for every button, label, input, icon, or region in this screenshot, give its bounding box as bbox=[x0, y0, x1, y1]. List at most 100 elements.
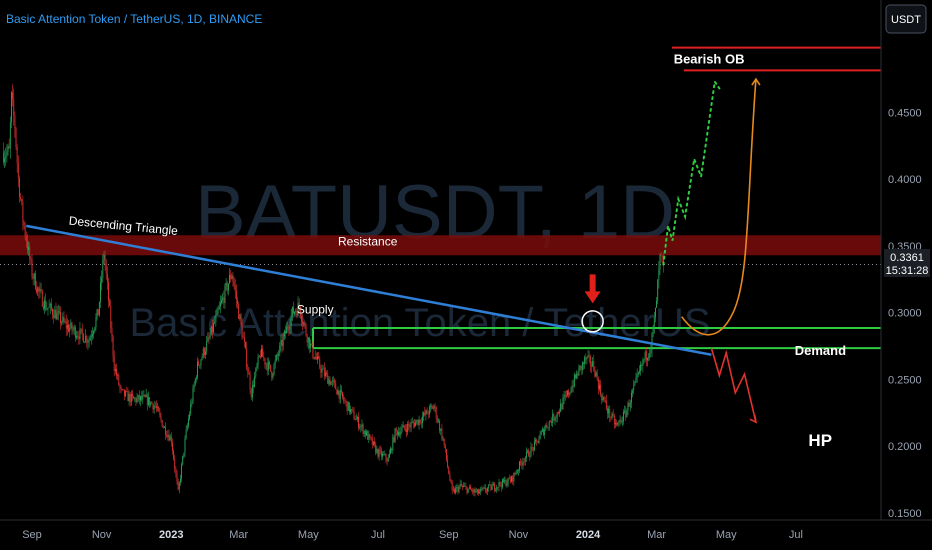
candle-body bbox=[273, 364, 275, 375]
candle bbox=[332, 376, 334, 386]
candle bbox=[617, 422, 619, 427]
annotation-label: Resistance bbox=[338, 234, 398, 248]
candle bbox=[588, 350, 590, 363]
currency-button[interactable]: USDT bbox=[885, 4, 927, 34]
candle bbox=[350, 405, 352, 415]
candle-body bbox=[197, 361, 199, 378]
candle bbox=[93, 329, 95, 339]
candle-body bbox=[602, 397, 604, 401]
candle-body bbox=[151, 402, 153, 404]
candle-body bbox=[610, 417, 612, 419]
candle-body bbox=[442, 438, 444, 440]
candle-body bbox=[153, 405, 155, 410]
candle-body bbox=[34, 273, 36, 290]
candle-body bbox=[452, 489, 454, 491]
candle bbox=[253, 378, 254, 394]
candle bbox=[452, 485, 454, 492]
candle bbox=[652, 324, 654, 338]
candle-body bbox=[324, 372, 326, 376]
candle bbox=[239, 313, 241, 321]
candle bbox=[170, 432, 172, 447]
candle-body bbox=[279, 344, 281, 354]
candle bbox=[295, 308, 297, 315]
candle-body bbox=[253, 384, 254, 387]
candle-body bbox=[182, 455, 184, 465]
candle bbox=[190, 399, 192, 416]
candle-body bbox=[617, 422, 619, 425]
time-tick-label: May bbox=[716, 529, 737, 541]
candle bbox=[564, 390, 566, 401]
candle bbox=[368, 430, 370, 444]
candle bbox=[581, 361, 583, 375]
candle-body bbox=[578, 367, 580, 376]
candle bbox=[48, 299, 50, 309]
candle-body bbox=[166, 434, 168, 437]
candle bbox=[448, 465, 450, 475]
candle bbox=[500, 481, 502, 492]
candle bbox=[543, 427, 544, 437]
candle bbox=[112, 334, 114, 362]
candle-body bbox=[31, 259, 33, 277]
candle bbox=[460, 480, 462, 487]
candle-body bbox=[457, 486, 459, 492]
price-tick-label: 0.2000 bbox=[888, 441, 922, 453]
candle bbox=[451, 479, 453, 494]
candle-body bbox=[245, 341, 246, 349]
candle-body bbox=[393, 437, 395, 442]
candle bbox=[159, 407, 161, 418]
candle-body bbox=[367, 431, 369, 440]
candle-body bbox=[368, 434, 370, 440]
candle-body bbox=[503, 479, 505, 483]
candle bbox=[386, 457, 388, 466]
candle bbox=[411, 417, 413, 424]
candle bbox=[572, 379, 574, 393]
candle bbox=[250, 387, 252, 400]
candle bbox=[591, 361, 592, 374]
candle-body bbox=[529, 456, 531, 457]
candle bbox=[57, 304, 59, 321]
candle-body bbox=[294, 311, 296, 314]
candle bbox=[447, 454, 449, 469]
candle bbox=[593, 354, 595, 372]
candle bbox=[102, 254, 104, 283]
candle bbox=[157, 402, 159, 412]
candle-body bbox=[170, 436, 172, 443]
candle-body bbox=[360, 426, 362, 428]
candle-body bbox=[171, 442, 173, 451]
time-axis[interactable]: Sep Nov 2023 Mar May Jul Sep Nov 2024 Mar May Jul bbox=[0, 519, 932, 541]
candle-body bbox=[48, 306, 50, 308]
candle bbox=[612, 409, 614, 418]
candle bbox=[283, 329, 285, 341]
candle-body bbox=[658, 269, 660, 281]
candle-body bbox=[303, 323, 305, 324]
candle-body bbox=[127, 391, 129, 402]
candle-body bbox=[287, 326, 289, 329]
candle-body bbox=[587, 355, 589, 357]
candle bbox=[548, 420, 550, 431]
candle bbox=[388, 449, 390, 458]
currency-button-frame[interactable] bbox=[885, 4, 927, 34]
candle-body bbox=[129, 394, 131, 403]
candle bbox=[412, 419, 414, 429]
candle-body bbox=[588, 355, 590, 357]
candle bbox=[477, 488, 479, 496]
candle-body bbox=[202, 348, 204, 357]
candle-body bbox=[21, 199, 23, 202]
candle-body bbox=[545, 424, 547, 430]
candle bbox=[319, 355, 321, 370]
candle bbox=[70, 319, 72, 330]
candle-body bbox=[186, 425, 188, 430]
candle bbox=[351, 408, 353, 415]
candle bbox=[587, 349, 589, 359]
currency-button-label[interactable]: USDT bbox=[891, 14, 921, 26]
candle bbox=[656, 297, 658, 308]
candle-body bbox=[553, 413, 555, 421]
candle-body bbox=[458, 486, 460, 492]
candle-body bbox=[572, 385, 574, 387]
candle bbox=[41, 289, 43, 308]
time-tick-label: 2023 bbox=[159, 529, 183, 541]
candle bbox=[369, 433, 371, 441]
candle-body bbox=[117, 375, 119, 376]
time-tick-label: Nov bbox=[92, 529, 112, 541]
